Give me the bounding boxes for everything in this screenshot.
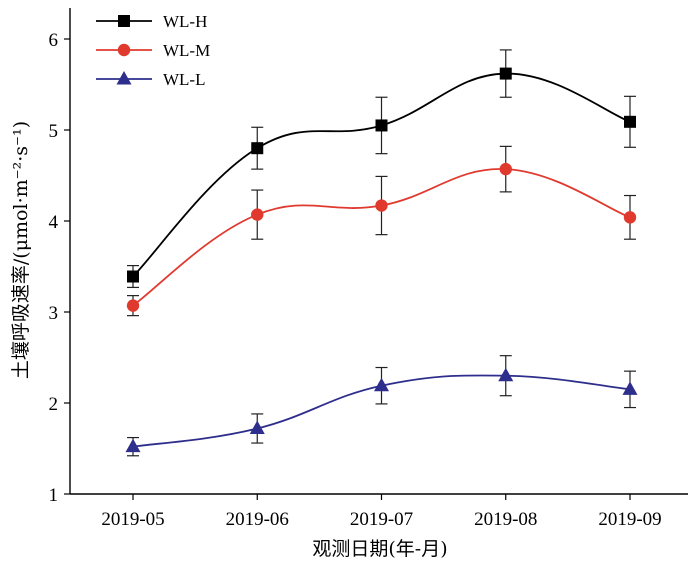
x-tick-label-2019-05: 2019-05 bbox=[101, 509, 164, 530]
data-point-wl-m-2019-05 bbox=[126, 299, 140, 312]
y-tick-label-4: 4 bbox=[49, 212, 59, 233]
data-point-wl-m-2019-06 bbox=[251, 208, 264, 221]
legend-marker-wl-h bbox=[118, 15, 130, 27]
data-point-wl-h-2019-06 bbox=[251, 142, 264, 155]
y-tick-label-1: 1 bbox=[49, 485, 59, 506]
data-point-wl-l-2019-05 bbox=[125, 438, 141, 453]
series-wl-m bbox=[126, 145, 637, 317]
data-point-wl-m-2019-07 bbox=[375, 199, 388, 212]
x-axis-title: 观测日期(年-月) bbox=[312, 538, 447, 560]
legend-label-wl-l: WL-L bbox=[163, 70, 205, 89]
data-point-wl-h-2019-07 bbox=[375, 119, 388, 132]
legend-label-wl-h: WL-H bbox=[163, 12, 207, 31]
legend-label-wl-m: WL-M bbox=[163, 41, 210, 60]
data-point-wl-h-2019-08 bbox=[499, 67, 512, 80]
y-tick-label-2: 2 bbox=[49, 394, 59, 415]
x-ticks: 2019-05 2019-06 2019-07 2019-08 2019-09 bbox=[101, 494, 662, 530]
x-tick-label-2019-06: 2019-06 bbox=[226, 509, 289, 530]
y-tick-label-6: 6 bbox=[49, 30, 59, 51]
legend-marker-wl-m bbox=[117, 43, 131, 57]
legend-marker-wl-l bbox=[116, 71, 132, 85]
series-wl-l bbox=[125, 355, 638, 457]
data-point-wl-l-2019-07 bbox=[374, 377, 389, 392]
x-tick-label-2019-07: 2019-07 bbox=[350, 509, 413, 530]
y-tick-label-3: 3 bbox=[49, 303, 59, 324]
plot-area bbox=[125, 49, 638, 457]
series-wl-h bbox=[127, 49, 636, 289]
data-point-wl-l-2019-08 bbox=[498, 367, 514, 382]
y-tick-label-5: 5 bbox=[49, 121, 59, 142]
x-tick-label-2019-09: 2019-09 bbox=[598, 509, 661, 530]
data-point-wl-h-2019-05 bbox=[127, 270, 139, 283]
data-point-wl-l-2019-06 bbox=[249, 420, 265, 434]
data-point-wl-m-2019-09 bbox=[623, 211, 637, 224]
y-ticks: 1 2 3 4 5 6 bbox=[49, 30, 70, 506]
data-point-wl-h-2019-09 bbox=[624, 115, 636, 128]
data-point-wl-l-2019-09 bbox=[622, 381, 638, 395]
axes bbox=[69, 8, 688, 495]
y-axis-title: 土壤呼吸速率/(μmol·m⁻²·s⁻¹) bbox=[10, 121, 32, 379]
data-point-wl-m-2019-08 bbox=[499, 162, 512, 176]
x-tick-label-2019-08: 2019-08 bbox=[474, 509, 537, 530]
legend: WL-H WL-M WL-L bbox=[96, 12, 210, 89]
